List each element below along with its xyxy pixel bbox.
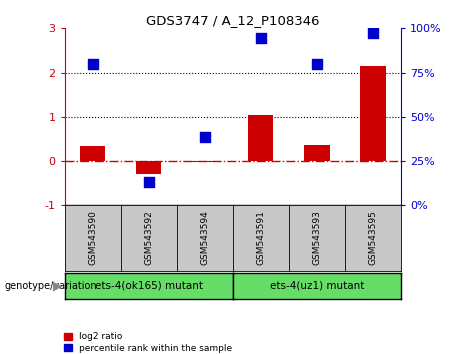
Text: GSM543594: GSM543594 <box>200 211 209 265</box>
Bar <box>361 66 386 161</box>
Point <box>369 30 377 36</box>
Point <box>89 61 96 67</box>
Legend: log2 ratio, percentile rank within the sample: log2 ratio, percentile rank within the s… <box>65 332 232 353</box>
Point <box>313 61 321 67</box>
Bar <box>80 145 105 161</box>
Text: genotype/variation: genotype/variation <box>5 281 97 291</box>
Text: GSM543595: GSM543595 <box>368 211 378 266</box>
Bar <box>248 115 273 161</box>
Bar <box>304 145 330 161</box>
Text: ▶: ▶ <box>53 279 62 292</box>
Title: GDS3747 / A_12_P108346: GDS3747 / A_12_P108346 <box>146 14 319 27</box>
Bar <box>192 161 218 162</box>
Text: GSM543591: GSM543591 <box>256 211 266 266</box>
Text: GSM543590: GSM543590 <box>88 211 97 266</box>
Text: ets-4(uz1) mutant: ets-4(uz1) mutant <box>270 281 364 291</box>
Text: ets-4(ok165) mutant: ets-4(ok165) mutant <box>95 281 203 291</box>
Text: GSM543593: GSM543593 <box>313 211 321 266</box>
Bar <box>136 161 161 175</box>
Text: GSM543592: GSM543592 <box>144 211 153 265</box>
Point <box>145 179 152 185</box>
Point <box>257 35 265 41</box>
Point <box>201 134 208 139</box>
